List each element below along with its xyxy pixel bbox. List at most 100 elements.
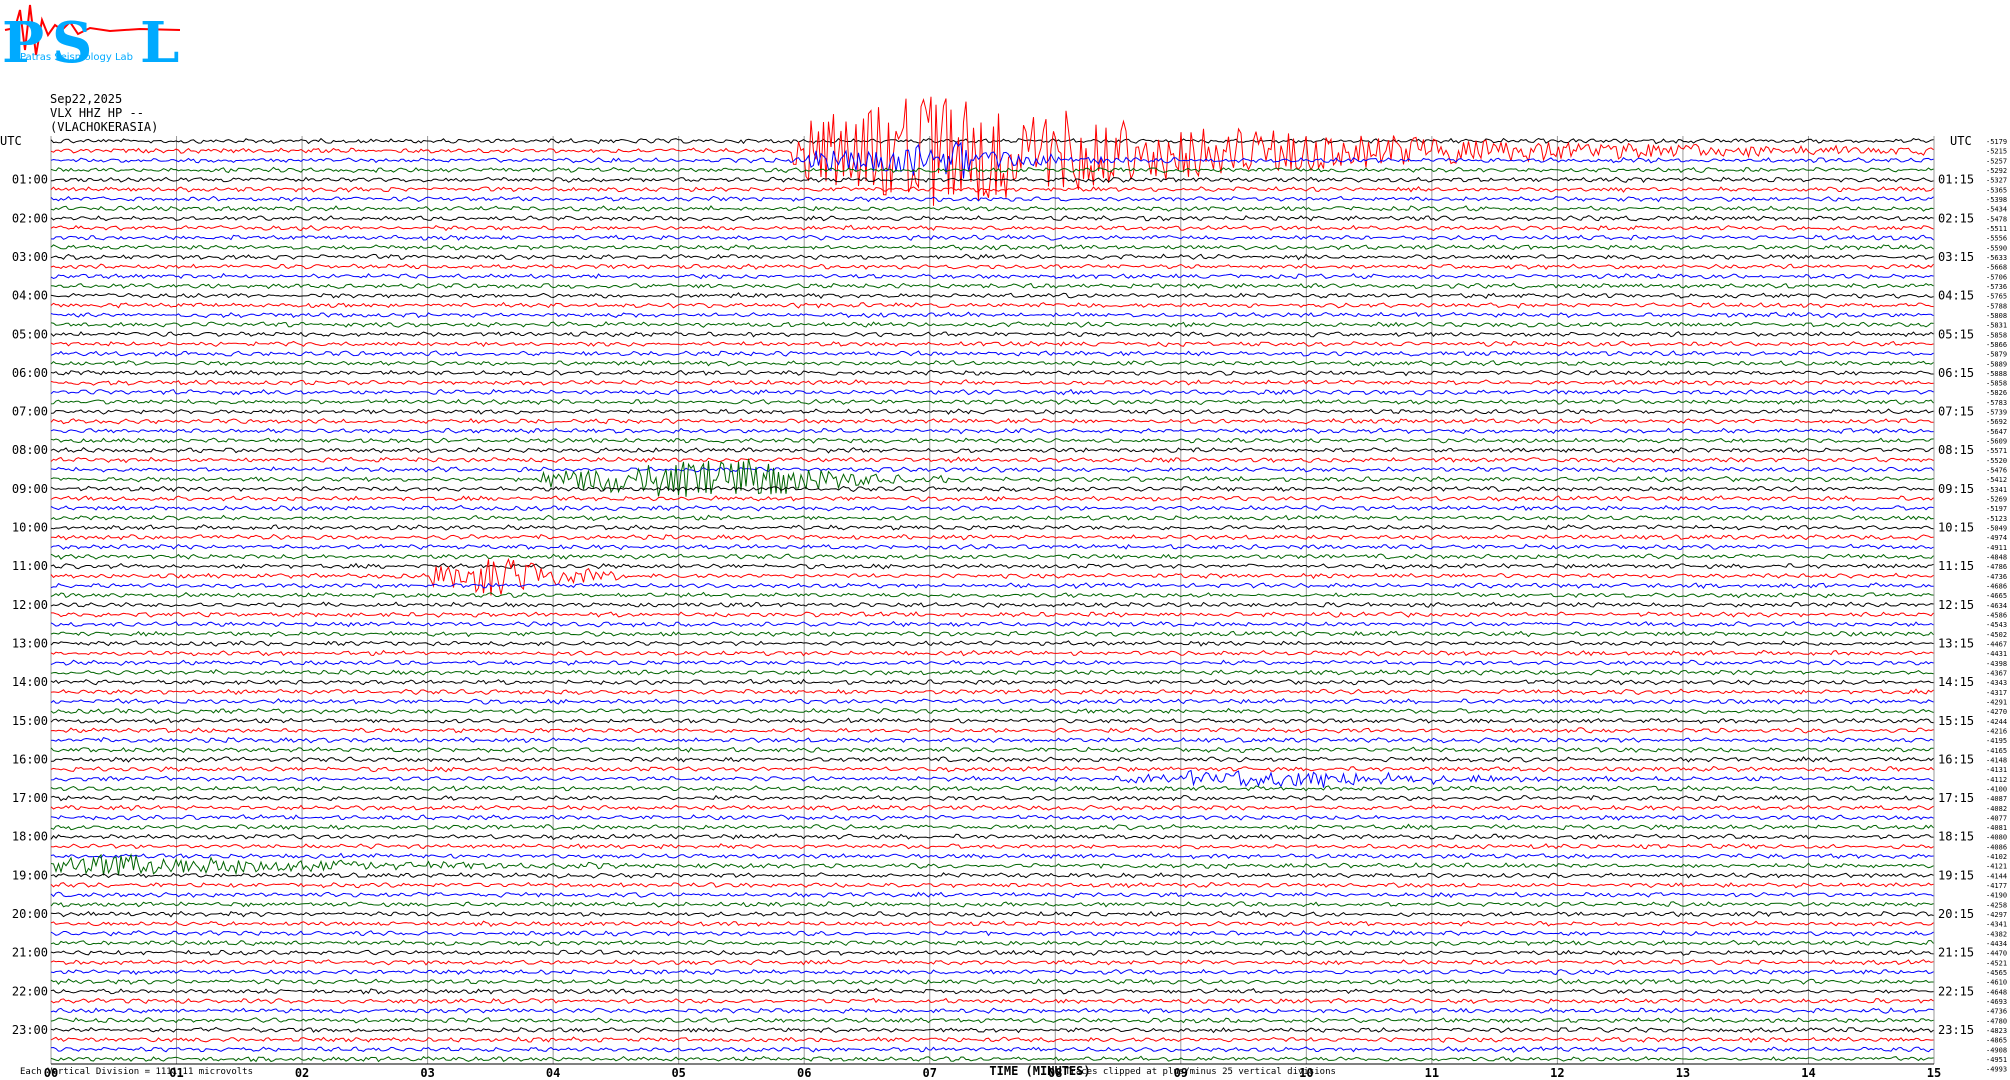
trace-offset-label: -4786 <box>1986 563 2007 571</box>
x-tick-label: 03 <box>420 1066 434 1080</box>
trace-offset-label: -5365 <box>1986 186 2007 194</box>
trace-offset-label: -4112 <box>1986 776 2007 784</box>
trace-line <box>50 234 1934 241</box>
trace-line <box>50 582 1934 590</box>
trace-line <box>50 292 1934 300</box>
trace-offset-label: -4736 <box>1986 573 2007 581</box>
trace-line <box>50 458 1934 497</box>
hour-label-left: 14:00 <box>12 675 48 689</box>
station-label: VLX HHZ HP -- <box>50 106 144 120</box>
trace-line <box>50 543 1934 551</box>
hour-label-right: 15:15 <box>1938 714 1974 728</box>
trace-offset-label: -5049 <box>1986 525 2007 533</box>
x-tick-label: 08 <box>1048 1066 1062 1080</box>
logo-letter-l: L <box>140 10 179 76</box>
psl-logo: P S L Patras Seismology Lab <box>2 4 181 76</box>
x-tick-label: 11 <box>1425 1066 1439 1080</box>
trace-line <box>50 1055 1934 1063</box>
trace-line <box>50 959 1934 966</box>
x-tick-label: 10 <box>1299 1066 1313 1080</box>
trace-line <box>50 205 1934 212</box>
trace-offset-label: -4693 <box>1986 998 2007 1006</box>
trace-line <box>50 678 1934 686</box>
hour-label-right: 04:15 <box>1938 289 1974 303</box>
trace-line <box>50 843 1934 850</box>
hour-label-left: 13:00 <box>12 636 48 650</box>
trace-line <box>50 659 1934 666</box>
trace-line <box>50 736 1934 744</box>
trace-offset-label: -4502 <box>1986 631 2007 639</box>
logo-seismogram-icon <box>4 4 181 56</box>
date-label: Sep22,2025 <box>50 92 123 106</box>
hour-label-right: 19:15 <box>1938 868 1974 882</box>
trace-offset-label: -5808 <box>1986 312 2007 320</box>
trace-offset-label: -4165 <box>1986 747 2007 755</box>
trace-offset-label: -4586 <box>1986 611 2007 619</box>
hour-label-left: 21:00 <box>12 946 48 960</box>
hour-label-right: 17:15 <box>1938 791 1974 805</box>
x-tick-label: 14 <box>1801 1066 1815 1080</box>
trace-line <box>50 301 1934 309</box>
trace-line <box>50 785 1934 792</box>
trace-offset-label: -4100 <box>1986 785 2007 793</box>
trace-offset-label: -4195 <box>1986 737 2007 745</box>
utc-label-right: UTC <box>1950 134 1972 148</box>
trace-line <box>50 447 1934 454</box>
trace-line <box>50 360 1934 367</box>
trace-line <box>50 756 1934 763</box>
trace-line <box>50 814 1934 821</box>
location-label: (VLACHOKERASIA) <box>50 120 159 134</box>
trace-offset-label: -5831 <box>1986 322 2007 330</box>
trace-line <box>50 311 1934 319</box>
logo-text: Patras Seismology Lab <box>20 52 133 63</box>
trace-line <box>50 746 1934 753</box>
trace-offset-label: -5590 <box>1986 244 2007 252</box>
trace-line <box>50 939 1934 947</box>
trace-line <box>50 804 1934 811</box>
hour-label-right: 03:15 <box>1938 250 1974 264</box>
x-tick-label: 06 <box>797 1066 811 1080</box>
trace-offset-label: -4177 <box>1986 882 2007 890</box>
trace-offset-label: -5269 <box>1986 496 2007 504</box>
trace-offset-label: -5476 <box>1986 467 2007 475</box>
trace-line <box>50 562 1934 570</box>
hour-label-left: 22:00 <box>12 984 48 998</box>
trace-line <box>50 769 1934 788</box>
trace-line <box>50 524 1934 531</box>
trace-offset-label: -5123 <box>1986 515 2007 523</box>
trace-offset-label: -5215 <box>1986 148 2007 156</box>
hour-label-left: 01:00 <box>12 173 48 187</box>
trace-offset-label: -5668 <box>1986 264 2007 272</box>
labels: UTC UTC 01:00 02:00 03:00 04:00 05:00 06:00 07:0… <box>0 134 2007 1080</box>
trace-line <box>50 794 1934 802</box>
trace-line <box>50 408 1934 415</box>
trace-line <box>50 640 1934 647</box>
hour-label-left: 17:00 <box>12 791 48 805</box>
trace-line <box>50 630 1934 638</box>
trace-offset-label: -5197 <box>1986 505 2007 513</box>
trace-line <box>50 601 1934 608</box>
trace-offset-label: -5327 <box>1986 177 2007 185</box>
trace-line <box>51 533 1934 541</box>
trace-offset-label: -4258 <box>1986 901 2007 909</box>
trace-offset-label: -5257 <box>1986 157 2007 165</box>
trace-offset-label: -5341 <box>1986 486 2007 494</box>
trace-line <box>50 186 1934 193</box>
trace-offset-label: -4297 <box>1986 911 2007 919</box>
x-tick-label: 07 <box>923 1066 937 1080</box>
footer-clip-note: Traces clipped at plus/minus 25 vertical… <box>1065 1067 1336 1077</box>
trace-line <box>50 321 1934 328</box>
trace-offset-label: -5633 <box>1986 254 2007 262</box>
trace-offset-label: -5434 <box>1986 206 2007 214</box>
trace-line <box>50 649 1934 657</box>
trace-offset-label: -4102 <box>1986 853 2007 861</box>
trace-offset-label: -5879 <box>1986 351 2007 359</box>
hour-label-left: 11:00 <box>12 559 48 573</box>
trace-line <box>50 195 1934 203</box>
trace-line <box>50 978 1934 985</box>
trace-offset-label: -4382 <box>1986 930 2007 938</box>
trace-offset-label: -5888 <box>1986 370 2007 378</box>
hour-label-right: 18:15 <box>1938 830 1974 844</box>
trace-offset-label: -5520 <box>1986 457 2007 465</box>
x-tick-label: 05 <box>671 1066 685 1080</box>
